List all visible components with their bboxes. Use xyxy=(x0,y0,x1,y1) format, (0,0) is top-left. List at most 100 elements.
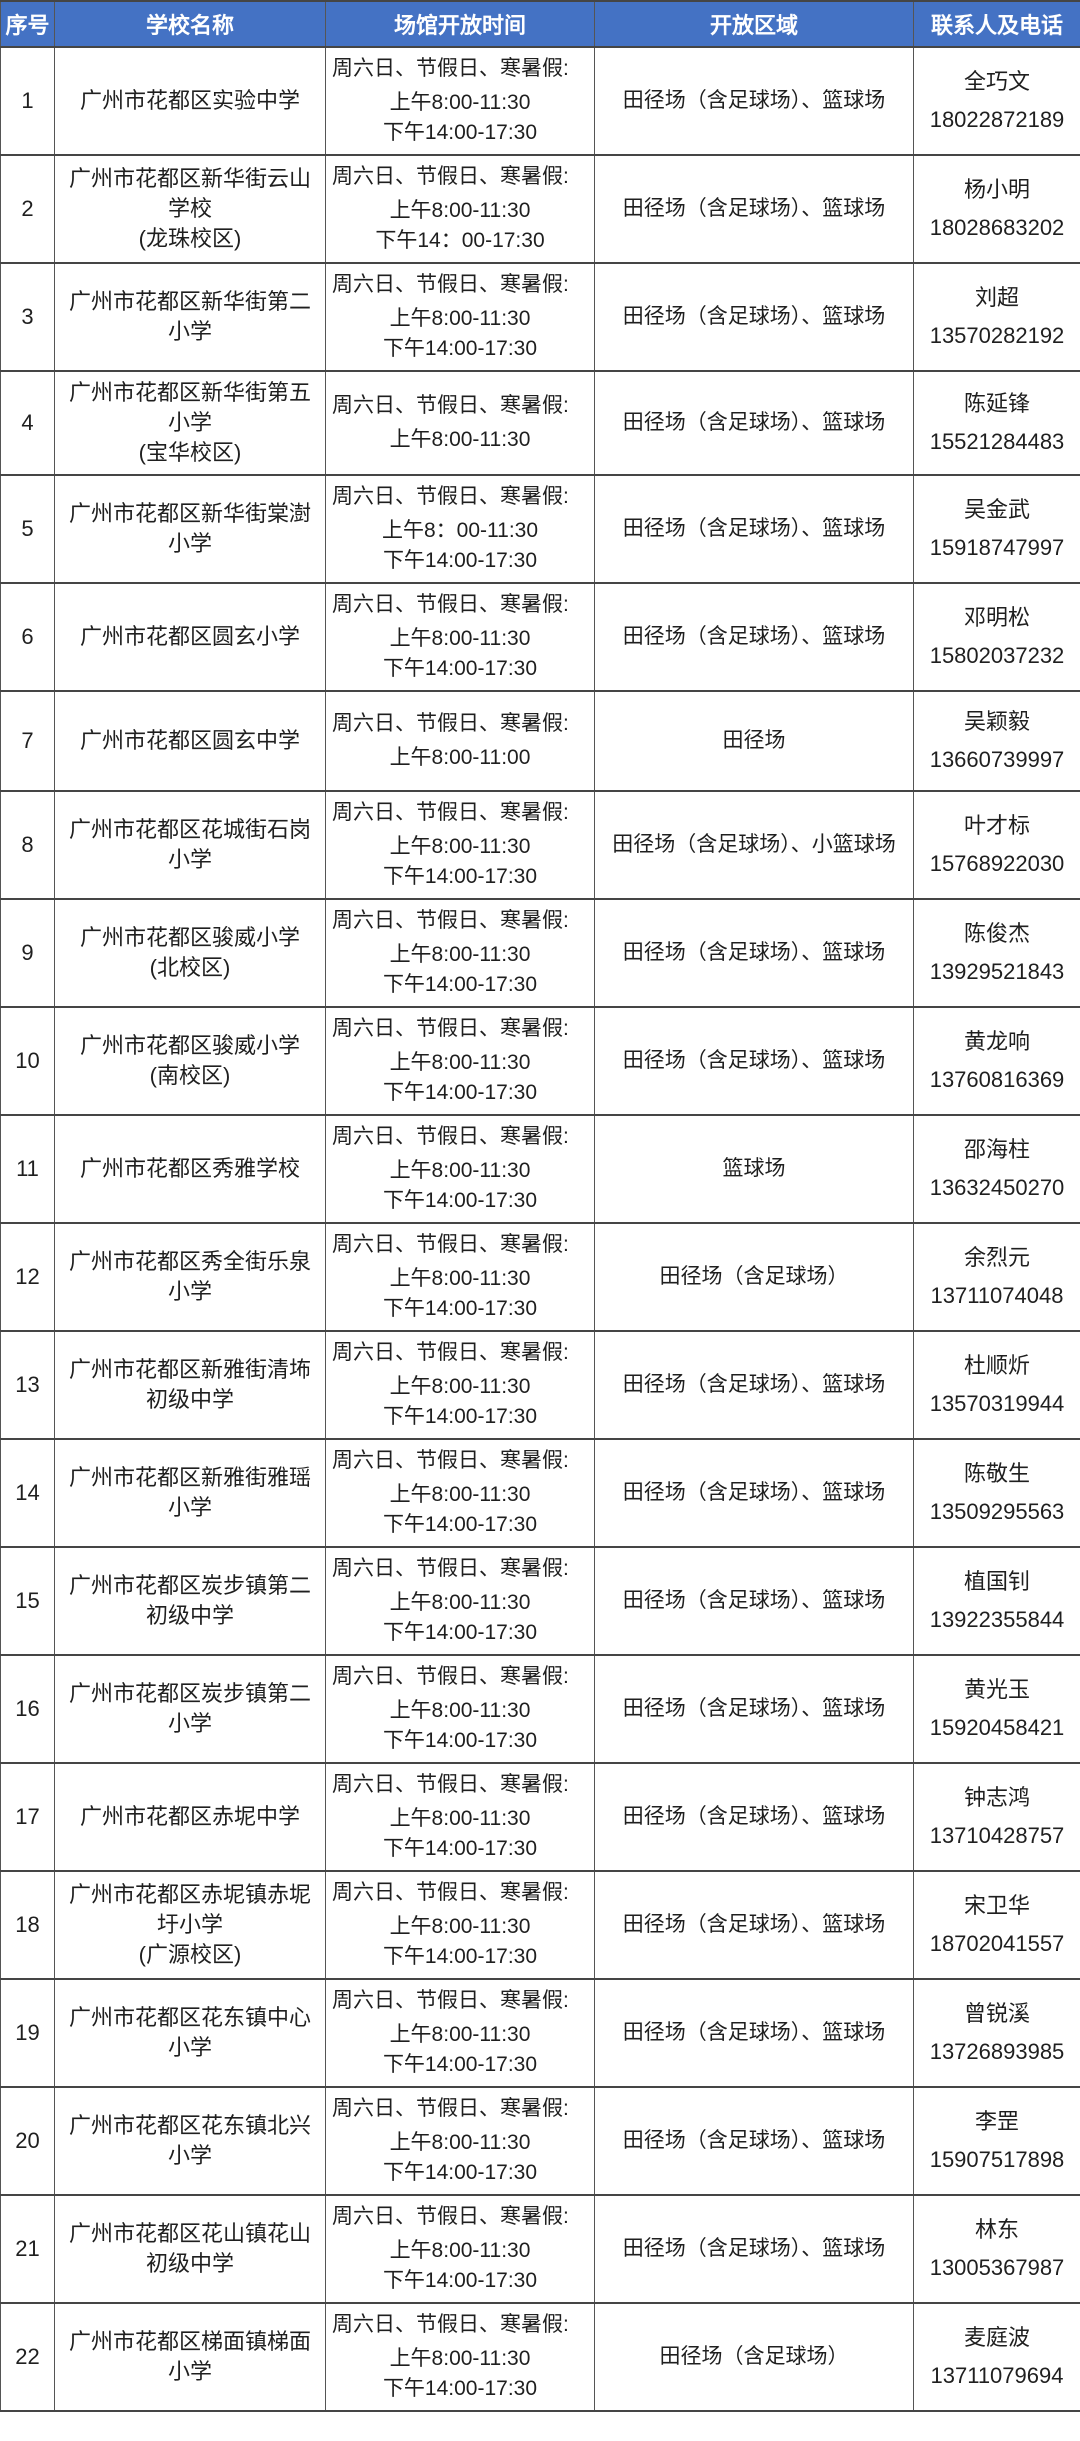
contact-phone: 13660739997 xyxy=(929,747,1065,772)
school-name: 广州市花都区花东镇中心小学 xyxy=(68,2005,311,2060)
contact-name: 李罡 xyxy=(974,2109,1019,2134)
contact-name: 邓明松 xyxy=(963,605,1030,630)
cell-contact: 植国钊 13922355844 xyxy=(913,1546,1080,1656)
open-area: 田径场（含足球场）、篮球场 xyxy=(622,1805,886,1828)
open-time-line: 上午8:00-11:30 xyxy=(389,2023,531,2046)
table-row: 11 广州市花都区秀雅学校 周六日、节假日、寒暑假: 上午8:00-11:30 下午… xyxy=(0,1114,1080,1224)
open-time-line: 下午14:00-17:30 xyxy=(382,1405,538,1428)
cell-index: 18 xyxy=(0,1870,55,1980)
open-time-line: 上午8:00-11:30 xyxy=(389,91,531,114)
open-time-line: 上午8:00-11:30 xyxy=(389,1807,531,1830)
cell-school-name: 广州市花都区花山镇花山初级中学 xyxy=(54,2194,326,2304)
cell-school-name: 广州市花都区新雅街清㘵初级中学 xyxy=(54,1330,326,1440)
cell-contact: 陈敬生 13509295563 xyxy=(913,1438,1080,1548)
open-area: 田径场 xyxy=(722,729,786,752)
table-row: 16 广州市花都区炭步镇第二小学 周六日、节假日、寒暑假: 上午8:00-11:3… xyxy=(0,1654,1080,1764)
cell-open-time: 周六日、节假日、寒暑假: 上午8:00-11:30 下午14:00-17:30 xyxy=(325,1762,595,1872)
open-time-line: 周六日、节假日、寒暑假: xyxy=(332,593,569,616)
cell-open-area: 田径场（含足球场）、篮球场 xyxy=(594,1006,914,1116)
school-name: 广州市花都区新华街第五小学 xyxy=(68,380,311,435)
open-time-line: 上午8:00-11:30 xyxy=(389,943,531,966)
table-header: 序号 学校名称 场馆开放时间 开放区域 联系人及电话 xyxy=(0,0,1080,48)
open-time-line: 下午14:00-17:30 xyxy=(382,1513,538,1536)
contact-name: 林东 xyxy=(974,2217,1019,2242)
cell-contact: 陈延锋 15521284483 xyxy=(913,370,1080,476)
open-area: 田径场（含足球场）、篮球场 xyxy=(622,1589,886,1612)
cell-contact: 钟志鸿 13710428757 xyxy=(913,1762,1080,1872)
contact-phone: 13929521843 xyxy=(929,959,1065,984)
cell-school-name: 广州市花都区赤坭中学 xyxy=(54,1762,326,1872)
school-name: 广州市花都区花城街石岗小学 xyxy=(68,817,311,872)
cell-contact: 李罡 15907517898 xyxy=(913,2086,1080,2196)
open-time-line: 周六日、节假日、寒暑假: xyxy=(332,1665,569,1688)
open-time-line: 下午14:00-17:30 xyxy=(382,1729,538,1752)
contact-name: 植国钊 xyxy=(963,1569,1030,1594)
open-area: 田径场（含足球场）、篮球场 xyxy=(622,1913,886,1936)
open-time-line: 下午14:00-17:30 xyxy=(382,1621,538,1644)
school-name: 广州市花都区花山镇花山初级中学 xyxy=(68,2221,311,2276)
school-name: 广州市花都区炭步镇第二小学 xyxy=(68,1681,311,1736)
cell-open-area: 田径场（含足球场）、篮球场 xyxy=(594,370,914,476)
open-time-line: 上午8:00-11:30 xyxy=(389,1483,531,1506)
cell-open-time: 周六日、节假日、寒暑假: 上午8:00-11:30 下午14：00-17:30 xyxy=(325,154,595,264)
cell-open-time: 周六日、节假日、寒暑假: 上午8:00-11:00 xyxy=(325,690,595,792)
contact-phone: 13710428757 xyxy=(929,1823,1065,1848)
cell-open-time: 周六日、节假日、寒暑假: 上午8:00-11:30 下午14:00-17:30 xyxy=(325,582,595,692)
cell-open-area: 田径场（含足球场）、篮球场 xyxy=(594,1978,914,2088)
cell-contact: 黄光玉 15920458421 xyxy=(913,1654,1080,1764)
open-time-line: 下午14:00-17:30 xyxy=(382,1837,538,1860)
cell-open-time: 周六日、节假日、寒暑假: 上午8:00-11:30 下午14:00-17:30 xyxy=(325,2194,595,2304)
cell-contact: 陈俊杰 13929521843 xyxy=(913,898,1080,1008)
open-area: 田径场（含足球场） xyxy=(659,2345,849,2368)
open-time-line: 下午14:00-17:30 xyxy=(382,2053,538,2076)
cell-open-area: 篮球场 xyxy=(594,1114,914,1224)
open-time-line: 下午14:00-17:30 xyxy=(382,121,538,144)
cell-open-time: 周六日、节假日、寒暑假: 上午8:00-11:30 下午14:00-17:30 xyxy=(325,1978,595,2088)
cell-open-area: 田径场（含足球场）、篮球场 xyxy=(594,474,914,584)
cell-contact: 林东 13005367987 xyxy=(913,2194,1080,2304)
cell-open-time: 周六日、节假日、寒暑假: 上午8:00-11:30 下午14:00-17:30 xyxy=(325,1222,595,1332)
cell-open-time: 周六日、节假日、寒暑假: 上午8:00-11:30 下午14:00-17:30 xyxy=(325,1546,595,1656)
open-time-line: 下午14:00-17:30 xyxy=(382,1189,538,1212)
open-time-line: 上午8:00-11:30 xyxy=(389,1159,531,1182)
open-area: 田径场（含足球场）、篮球场 xyxy=(622,2021,886,2044)
cell-open-area: 田径场（含足球场）、篮球场 xyxy=(594,46,914,156)
table-row: 21 广州市花都区花山镇花山初级中学 周六日、节假日、寒暑假: 上午8:00-11… xyxy=(0,2194,1080,2304)
contact-phone: 13711079694 xyxy=(930,2363,1064,2388)
open-time-line: 上午8:00-11:30 xyxy=(389,1591,531,1614)
open-time-line: 周六日、节假日、寒暑假: xyxy=(332,1989,569,2012)
cell-open-time: 周六日、节假日、寒暑假: 上午8:00-11:30 下午14:00-17:30 xyxy=(325,1870,595,1980)
cell-school-name: 广州市花都区新华街第五小学 (宝华校区) xyxy=(54,370,326,476)
contact-name: 陈延锋 xyxy=(963,391,1030,416)
open-time-line: 下午14:00-17:30 xyxy=(382,973,538,996)
open-time-line: 下午14:00-17:30 xyxy=(382,2377,538,2400)
open-area: 田径场（含足球场）、篮球场 xyxy=(622,625,886,648)
open-time-line: 下午14:00-17:30 xyxy=(382,657,538,680)
cell-contact: 刘超 13570282192 xyxy=(913,262,1080,372)
open-time-line: 周六日、节假日、寒暑假: xyxy=(332,273,569,296)
open-area: 田径场（含足球场）、篮球场 xyxy=(622,2237,886,2260)
open-time-line: 周六日、节假日、寒暑假: xyxy=(332,394,569,417)
open-time-line: 上午8:00-11:30 xyxy=(389,199,531,222)
open-time-line: 上午8:00-11:30 xyxy=(389,627,531,650)
table-row: 10 广州市花都区骏威小学 (南校区) 周六日、节假日、寒暑假: 上午8:00-1… xyxy=(0,1006,1080,1116)
contact-phone: 15768922030 xyxy=(929,851,1065,876)
open-time-line: 周六日、节假日、寒暑假: xyxy=(332,1017,569,1040)
table-row: 18 广州市花都区赤坭镇赤坭圩小学 (广源校区) 周六日、节假日、寒暑假: 上午8… xyxy=(0,1870,1080,1980)
table-row: 5 广州市花都区新华街棠澍小学 周六日、节假日、寒暑假: 上午8：00-11:30… xyxy=(0,474,1080,584)
table-row: 19 广州市花都区花东镇中心小学 周六日、节假日、寒暑假: 上午8:00-11:3… xyxy=(0,1978,1080,2088)
open-area: 田径场（含足球场）、小篮球场 xyxy=(612,833,896,856)
cell-index: 5 xyxy=(0,474,55,584)
contact-phone: 13005367987 xyxy=(929,2255,1065,2280)
school-name: 广州市花都区赤坭镇赤坭圩小学 xyxy=(68,1882,311,1937)
cell-index: 2 xyxy=(0,154,55,264)
open-time-line: 下午14:00-17:30 xyxy=(382,549,538,572)
cell-open-time: 周六日、节假日、寒暑假: 上午8:00-11:30 下午14:00-17:30 xyxy=(325,1330,595,1440)
col-header-open-area: 开放区域 xyxy=(594,0,914,48)
cell-contact: 吴颖毅 13660739997 xyxy=(913,690,1080,792)
school-name: 广州市花都区实验中学 xyxy=(79,88,300,113)
cell-open-area: 田径场（含足球场）、篮球场 xyxy=(594,898,914,1008)
open-time-line: 周六日、节假日、寒暑假: xyxy=(332,801,569,824)
open-time-line: 周六日、节假日、寒暑假: xyxy=(332,1557,569,1580)
